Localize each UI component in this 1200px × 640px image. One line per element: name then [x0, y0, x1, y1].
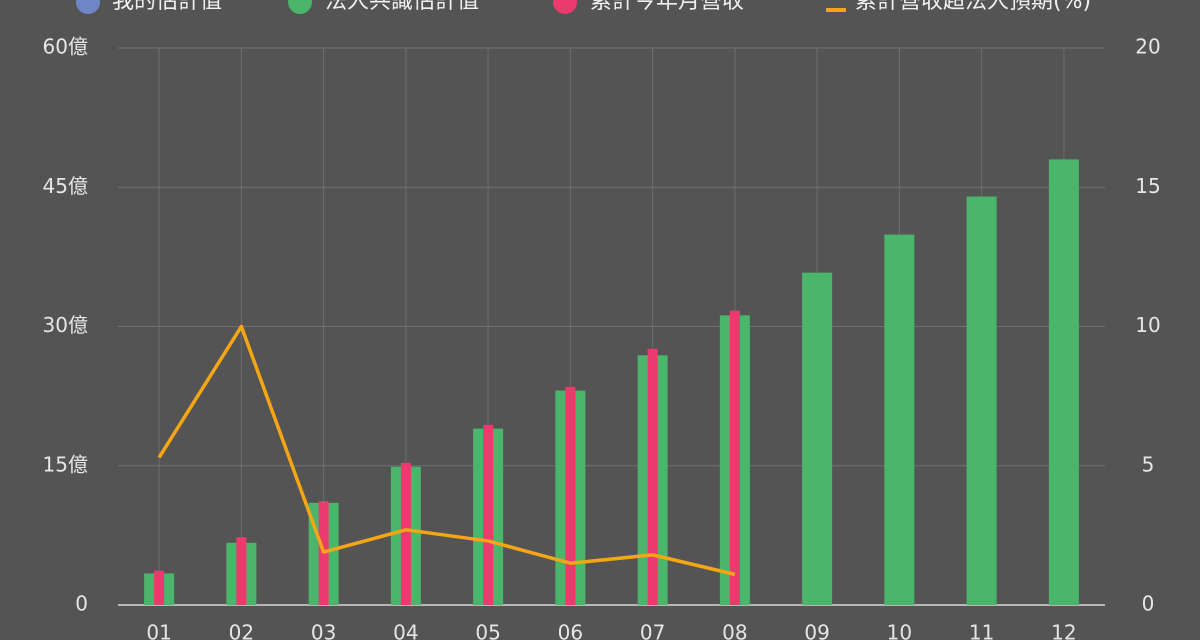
- legend-marker[interactable]: [288, 0, 312, 14]
- y2-tick-label: 15: [1135, 174, 1160, 198]
- legend-label[interactable]: 累計今年月營收: [590, 0, 744, 14]
- x-tick-label: 12: [1051, 621, 1076, 640]
- bar: [236, 537, 247, 605]
- bar: [154, 570, 165, 605]
- y2-tick-label: 20: [1135, 35, 1160, 59]
- y2-tick-label: 0: [1142, 592, 1155, 616]
- bar: [565, 386, 576, 605]
- y-tick-label: 60億: [43, 35, 88, 59]
- x-tick-label: 06: [558, 621, 583, 640]
- x-tick-label: 03: [311, 621, 336, 640]
- x-tick-label: 02: [229, 621, 254, 640]
- y2-tick-label: 5: [1142, 452, 1155, 476]
- legend-marker[interactable]: [76, 0, 100, 14]
- y2-tick-label: 10: [1135, 313, 1160, 337]
- x-tick-label: 11: [969, 621, 994, 640]
- x-tick-label: 05: [475, 621, 500, 640]
- x-tick-label: 08: [722, 621, 747, 640]
- bar: [884, 234, 915, 605]
- x-tick-label: 07: [640, 621, 665, 640]
- legend-label[interactable]: 累計營收超法人預期(%): [855, 0, 1091, 14]
- bar: [647, 348, 658, 605]
- y-tick-label: 30億: [43, 313, 88, 337]
- y-tick-label: 15億: [43, 452, 88, 476]
- x-tick-label: 10: [887, 621, 912, 640]
- legend-label[interactable]: 法人共識估計值: [325, 0, 479, 14]
- bar: [1048, 159, 1079, 605]
- y-tick-label: 0: [75, 592, 88, 616]
- x-tick-label: 04: [393, 621, 418, 640]
- legend-label[interactable]: 我的估計值: [112, 0, 222, 14]
- x-tick-label: 01: [146, 621, 171, 640]
- bar: [729, 310, 740, 605]
- bar: [400, 462, 411, 605]
- bar: [966, 196, 997, 606]
- legend-marker[interactable]: [553, 0, 577, 14]
- x-tick-label: 09: [804, 621, 829, 640]
- line: [157, 324, 736, 577]
- bar: [483, 424, 494, 605]
- y-tick-label: 45億: [43, 174, 88, 198]
- bar: [802, 272, 833, 605]
